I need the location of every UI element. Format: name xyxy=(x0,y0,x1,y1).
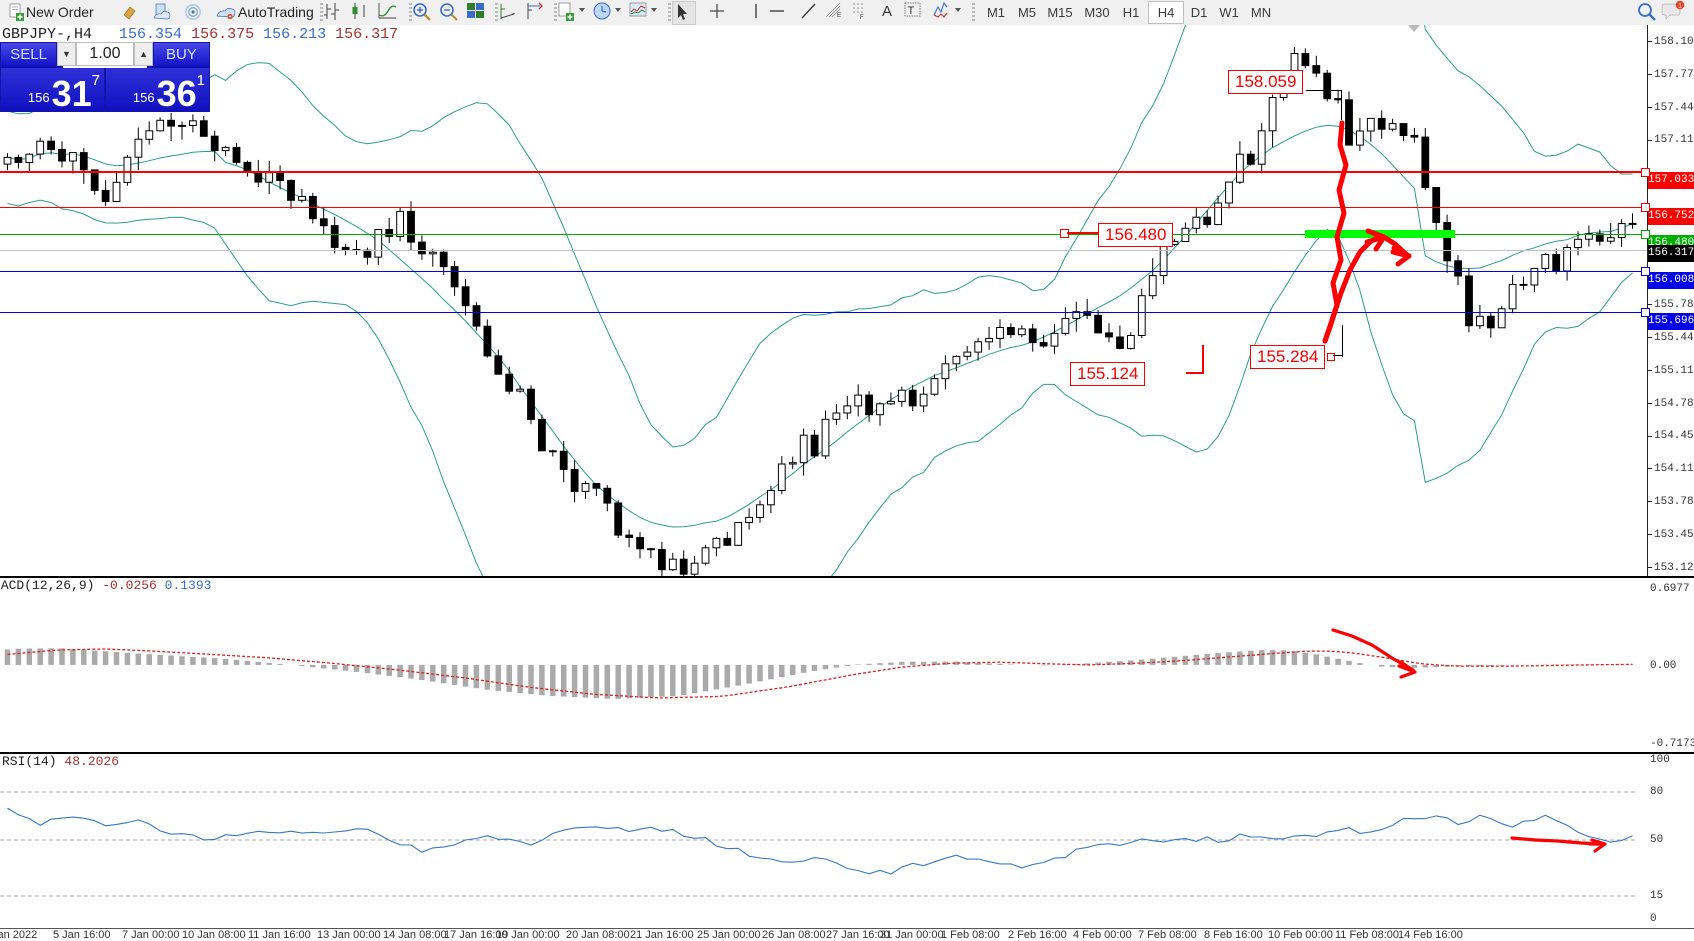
svg-text:1: 1 xyxy=(1678,2,1682,9)
svg-text:T: T xyxy=(908,5,915,17)
svg-text:A: A xyxy=(882,3,892,20)
svg-text:E: E xyxy=(837,13,841,19)
svg-text:F: F xyxy=(860,15,864,21)
